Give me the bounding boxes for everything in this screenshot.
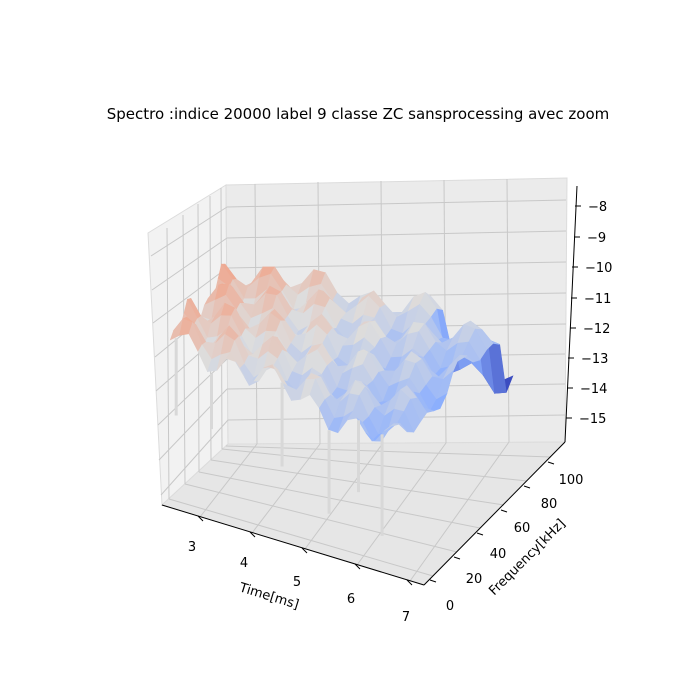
gridline (198, 471, 481, 529)
y-tick-mark (547, 461, 555, 465)
y-tick-mark (453, 556, 461, 560)
z-tick-label: −13 (581, 352, 608, 367)
x-tick-label: 4 (240, 556, 248, 571)
gridline (221, 448, 528, 482)
y-tick-mark (476, 532, 484, 536)
gridline (199, 443, 258, 518)
x-tick-label: 7 (402, 610, 410, 625)
gridline (166, 227, 170, 500)
gridline (251, 443, 321, 534)
y-tick-mark (429, 579, 437, 583)
chart-title: Spectro :indice 20000 label 9 classe ZC … (107, 105, 610, 123)
surface-patch (384, 423, 401, 432)
z-tick-label: −12 (583, 322, 610, 337)
z-ticks: −8 −9 −10 −11 −12 −13 −14 −15 (566, 200, 612, 427)
z-tick-label: −14 (580, 382, 607, 397)
z-tick-label: −15 (579, 412, 606, 427)
x-axis-label: Time[ms] (237, 580, 301, 613)
z-tick-label: −9 (587, 231, 606, 246)
x-tick-label: 5 (293, 575, 301, 590)
x-axis-line (161, 504, 425, 586)
gridline (150, 206, 228, 257)
gridline (168, 498, 434, 577)
x-tick-mark (406, 579, 413, 586)
gridline (225, 445, 552, 458)
gridline (151, 237, 228, 291)
z-axis-line (564, 185, 578, 443)
gridline (506, 178, 510, 443)
gridline (182, 214, 186, 485)
gridline (304, 442, 384, 550)
y-tick-label: 80 (541, 497, 558, 512)
y-tick-label: 20 (466, 572, 483, 587)
x-tick-mark (301, 547, 308, 554)
gridline (160, 419, 229, 496)
gridlines (150, 178, 567, 582)
gridline (184, 483, 458, 553)
y-tick-label: 0 (446, 599, 454, 614)
gridline (226, 230, 567, 239)
gridline (158, 388, 228, 461)
gridline (152, 267, 228, 324)
y-axis-line (423, 441, 566, 586)
y-tick-label: 40 (490, 547, 507, 562)
y-tick-label: 60 (514, 521, 531, 536)
gridline (443, 179, 447, 444)
y-tick-mark (523, 485, 531, 489)
gridline (226, 261, 567, 269)
gridline (226, 199, 567, 208)
z-tick-label: −11 (584, 292, 611, 307)
z-tick-label: −8 (588, 200, 607, 215)
spectrogram-surface (169, 263, 514, 536)
gridline (356, 442, 447, 566)
x-tick-label: 6 (347, 592, 355, 607)
y-tick-label: 100 (559, 473, 584, 488)
gridline (409, 441, 510, 582)
x-tick-mark (197, 515, 204, 522)
x-tick-mark (249, 531, 256, 538)
x-tick-label: 3 (188, 540, 196, 555)
z-tick-label: −10 (585, 261, 612, 276)
axes-edges (161, 185, 578, 586)
y-tick-mark (500, 509, 508, 513)
x-tick-mark (354, 563, 361, 570)
